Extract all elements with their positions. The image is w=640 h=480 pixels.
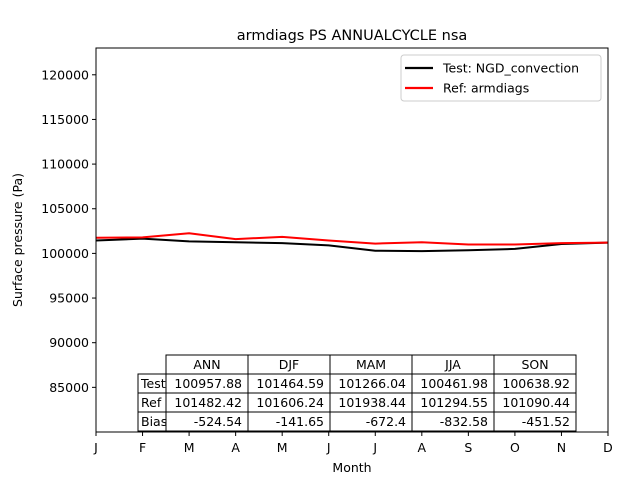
legend-box xyxy=(400,54,602,102)
chart-title: armdiags PS ANNUALCYCLE nsa xyxy=(237,28,468,44)
x-tick-label: M xyxy=(184,440,195,455)
x-tick-label: J xyxy=(93,440,98,455)
stats-table: ANN DJF MAM JJA SON Test 100957.88 101464.59 101… xyxy=(137,354,577,432)
y-axis-label: Surface pressure (Pa) xyxy=(10,173,25,307)
table-cell-value: -141.65 xyxy=(276,414,324,429)
series-line-1 xyxy=(95,232,609,246)
table-row-label: Ref xyxy=(141,395,162,410)
table-cell-value: -451.52 xyxy=(522,414,570,429)
table-cell-value: 101938.44 xyxy=(338,395,406,410)
table-cell-value: 101294.55 xyxy=(420,395,488,410)
table-cell-value: 100638.92 xyxy=(502,376,570,391)
y-tick-label: 115000 xyxy=(41,112,89,127)
table-column-header: DJF xyxy=(279,357,300,372)
y-tick-label: 120000 xyxy=(41,67,89,82)
x-tick-label: A xyxy=(418,440,427,455)
y-tick-label: 85000 xyxy=(49,380,89,395)
table-cell-value: 101090.44 xyxy=(502,395,570,410)
plot-lines xyxy=(95,232,609,253)
x-tick-label: F xyxy=(139,440,146,455)
y-tick-label: 90000 xyxy=(49,335,89,350)
legend-label-1: Ref: armdiags xyxy=(443,81,529,96)
table-cell-value: 101464.59 xyxy=(256,376,324,391)
table-cell-value: -672.4 xyxy=(366,414,406,429)
plot-frame xyxy=(95,47,609,433)
table-cell xyxy=(493,411,577,432)
y-tick-label: 100000 xyxy=(41,246,89,261)
table-cell-value: -832.58 xyxy=(440,414,488,429)
table-cell-value: 101606.24 xyxy=(256,395,324,410)
table-column-header: SON xyxy=(521,357,548,372)
series-line-0 xyxy=(95,237,609,253)
x-tick-label: N xyxy=(557,440,566,455)
y-axis-ticks: 85000 90000 95000 100000 105000 110000 115000 1… xyxy=(41,67,96,395)
table-column-header: MAM xyxy=(356,357,386,372)
y-tick-label: 110000 xyxy=(41,157,89,172)
x-tick-label: A xyxy=(231,440,240,455)
table-cell-value: 101482.42 xyxy=(174,395,242,410)
table-row-label: Bias xyxy=(141,414,167,429)
table-column-header: JJA xyxy=(444,357,461,372)
x-tick-label: M xyxy=(277,440,288,455)
table-column-header: ANN xyxy=(193,357,220,372)
x-tick-label: S xyxy=(464,440,472,455)
legend-label-0: Test: NGD_convection xyxy=(442,61,579,76)
y-tick-label: 95000 xyxy=(49,291,89,306)
table-cell-value: 100957.88 xyxy=(174,376,242,391)
legend: Test: NGD_convection Ref: armdiags xyxy=(400,54,602,102)
x-tick-label: J xyxy=(326,440,331,455)
x-tick-label: D xyxy=(603,440,613,455)
x-tick-label: J xyxy=(372,440,377,455)
y-tick-label: 105000 xyxy=(41,201,89,216)
x-axis-label: Month xyxy=(332,460,371,475)
table-row-label: Test xyxy=(140,376,166,391)
x-tick-label: O xyxy=(510,440,520,455)
table-cell-value: -524.54 xyxy=(194,414,242,429)
table-cell-value: 101266.04 xyxy=(338,376,406,391)
table-cell-value: 100461.98 xyxy=(420,376,488,391)
